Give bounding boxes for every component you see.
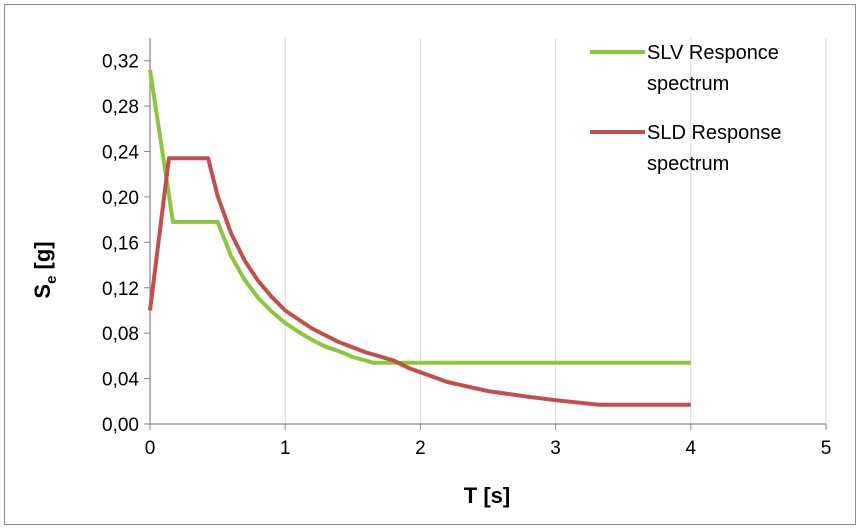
- x-tick-label: 2: [415, 438, 426, 459]
- legend-label-sld: spectrum: [647, 153, 729, 175]
- y-tick-label: 0,12: [102, 279, 139, 300]
- x-tick-label: 5: [821, 438, 832, 459]
- y-tick-label: 0,00: [102, 415, 139, 436]
- y-tick-label: 0,04: [102, 370, 139, 391]
- series-line-slv: [148, 69, 691, 365]
- y-tick-label: 0,20: [102, 188, 139, 209]
- chart-frame: [4, 4, 856, 525]
- y-tick-label: 0,08: [102, 324, 139, 345]
- y-axis-title: Se [g]: [30, 241, 60, 298]
- x-axis-title: T [s]: [464, 483, 510, 508]
- series-line-sld: [148, 156, 691, 407]
- legend-label-slv: SLV Responce: [647, 42, 779, 64]
- legend-label-slv: spectrum: [647, 73, 729, 95]
- y-axis-title-main: S: [30, 284, 55, 299]
- x-tick-label: 4: [686, 438, 697, 459]
- y-tick-label: 0,32: [102, 52, 139, 73]
- y-tick-label: 0,28: [102, 97, 139, 118]
- legend-label-sld: SLD Response: [647, 122, 782, 144]
- y-axis-title-subscript: e: [43, 276, 60, 284]
- y-axis-title-rest: [g]: [30, 241, 55, 275]
- y-tick-label: 0,24: [102, 143, 139, 164]
- legend: SLV Responce spectrum SLD Response spectrum: [590, 42, 782, 175]
- series-layer: [148, 69, 691, 407]
- y-tick-label: 0,16: [102, 233, 139, 254]
- x-tick-label: 1: [280, 438, 291, 459]
- axis-layer: 0 1 2 3 4 5 0,00 0,04 0,08 0,12 0,16 0,20 0,24 0,28 0,…: [102, 38, 831, 459]
- x-tick-label: 0: [145, 438, 156, 459]
- x-tick-label: 3: [550, 438, 561, 459]
- grid-layer: [284, 38, 827, 424]
